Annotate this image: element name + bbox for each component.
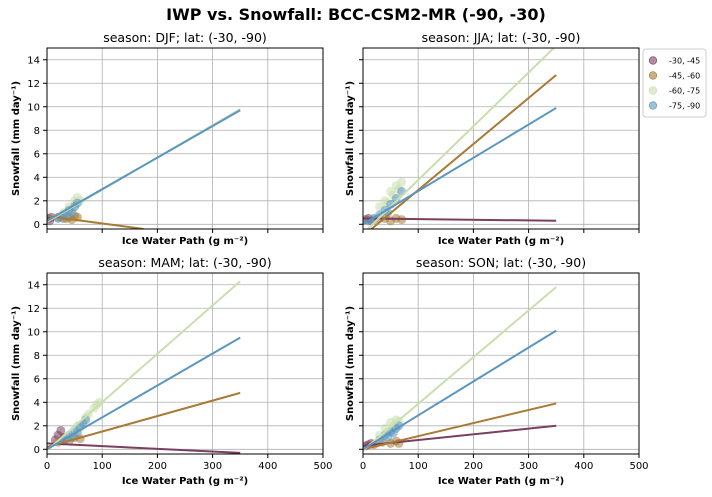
panel-1: 0 2 4 6 8 10 12 14 season: DJF; lat: (-30, -90) I… xyxy=(11,30,324,247)
axes-frame xyxy=(46,47,324,230)
axes-frame xyxy=(46,272,324,455)
fit-line xyxy=(47,391,241,448)
fit-line xyxy=(363,107,557,226)
x-tick-label: 500 xyxy=(629,461,648,472)
panels-group: 0 2 4 6 8 10 12 14 season: DJF; lat: (-30, -90) I… xyxy=(11,30,649,487)
x-tick-label: 0 xyxy=(360,461,366,472)
y-tick-label: 4 xyxy=(34,398,40,409)
y-tick-label: 2 xyxy=(34,196,40,207)
x-axis-label: Ice Water Path (g m⁻²) xyxy=(122,236,248,247)
x-tick-label: 300 xyxy=(203,461,222,472)
y-tick-label: 12 xyxy=(27,79,40,90)
fit-line xyxy=(47,280,241,452)
y-axis-label: Snowfall (mm day⁻¹) xyxy=(345,306,356,421)
legend-marker xyxy=(648,71,658,80)
y-tick-label: 4 xyxy=(34,173,40,184)
fit-line xyxy=(363,402,557,451)
data-point xyxy=(397,186,407,196)
x-tick-label: 200 xyxy=(148,461,167,472)
y-axis-label: Snowfall (mm day⁻¹) xyxy=(11,81,22,196)
plot-area xyxy=(47,108,241,229)
y-tick-label: 8 xyxy=(34,126,40,137)
y-tick-label: 14 xyxy=(27,280,40,291)
legend-label: -75, -90 xyxy=(669,102,700,111)
y-tick-label: 12 xyxy=(27,304,40,315)
panel-title: season: DJF; lat: (-30, -90) xyxy=(103,30,267,45)
data-point xyxy=(388,428,398,438)
x-tick-label: 400 xyxy=(574,461,593,472)
panel-title: season: SON; lat: (-30, -90) xyxy=(416,255,586,270)
x-axis-label: Ice Water Path (g m⁻²) xyxy=(438,236,564,247)
x-tick-label: 300 xyxy=(519,461,538,472)
fit-line xyxy=(47,336,241,451)
axes-frame xyxy=(362,272,640,455)
x-tick-label: 500 xyxy=(313,461,332,472)
panel-3: 0 100 200 300 400 500 0 2 4 6 8 10 12 14 season: MAM; … xyxy=(11,255,333,487)
fit-line xyxy=(47,109,241,222)
x-tick-label: 200 xyxy=(464,461,483,472)
fit-line xyxy=(363,286,557,452)
data-point xyxy=(391,193,401,203)
y-axis-label: Snowfall (mm day⁻¹) xyxy=(345,81,356,196)
y-tick-label: 0 xyxy=(34,445,40,456)
y-tick-label: 8 xyxy=(34,351,40,362)
fit-line xyxy=(369,74,557,229)
legend-label: -45, -60 xyxy=(669,72,700,81)
y-tick-label: 0 xyxy=(34,220,40,231)
axes-frame xyxy=(362,47,640,230)
panel-4: 0 100 200 300 400 500 season: SON; lat: (-30, … xyxy=(345,255,649,487)
legend-label: -30, -45 xyxy=(669,57,700,66)
y-axis-label: Snowfall (mm day⁻¹) xyxy=(11,306,22,421)
plot-area xyxy=(363,48,557,229)
legend-marker xyxy=(648,101,658,110)
fit-line xyxy=(363,329,557,451)
data-point xyxy=(397,177,407,187)
x-tick-label: 400 xyxy=(258,461,277,472)
x-tick-label: 100 xyxy=(93,461,112,472)
y-tick-label: 2 xyxy=(34,421,40,432)
y-tick-label: 6 xyxy=(34,149,40,160)
legend-marker xyxy=(648,86,658,95)
legend-marker xyxy=(648,56,658,65)
fit-line xyxy=(47,442,241,454)
data-point xyxy=(92,400,102,410)
y-tick-label: 6 xyxy=(34,374,40,385)
y-tick-label: 10 xyxy=(27,327,40,338)
y-tick-label: 14 xyxy=(27,55,40,66)
y-tick-label: 10 xyxy=(27,102,40,113)
fit-line xyxy=(366,48,556,229)
panel-title: season: JJA; lat: (-30, -90) xyxy=(422,30,581,45)
panel-title: season: MAM; lat: (-30, -90) xyxy=(98,255,271,270)
x-tick-label: 0 xyxy=(44,461,50,472)
panel-2: season: JJA; lat: (-30, -90) Ice Water Pa… xyxy=(345,30,640,247)
x-axis-label: Ice Water Path (g m⁻²) xyxy=(438,476,564,487)
x-tick-label: 100 xyxy=(409,461,428,472)
figure-title: IWP vs. Snowfall: BCC-CSM2-MR (-90, -30) xyxy=(166,5,546,24)
fit-line xyxy=(47,215,144,229)
plot-area xyxy=(363,286,557,452)
legend-label: -60, -75 xyxy=(669,87,700,96)
fit-line xyxy=(363,217,557,222)
x-axis-label: Ice Water Path (g m⁻²) xyxy=(122,476,248,487)
plot-area xyxy=(47,280,241,454)
legend-frame xyxy=(642,48,707,118)
legend: -30, -45 -45, -60 -60, -75 -75, -90 xyxy=(642,48,707,118)
